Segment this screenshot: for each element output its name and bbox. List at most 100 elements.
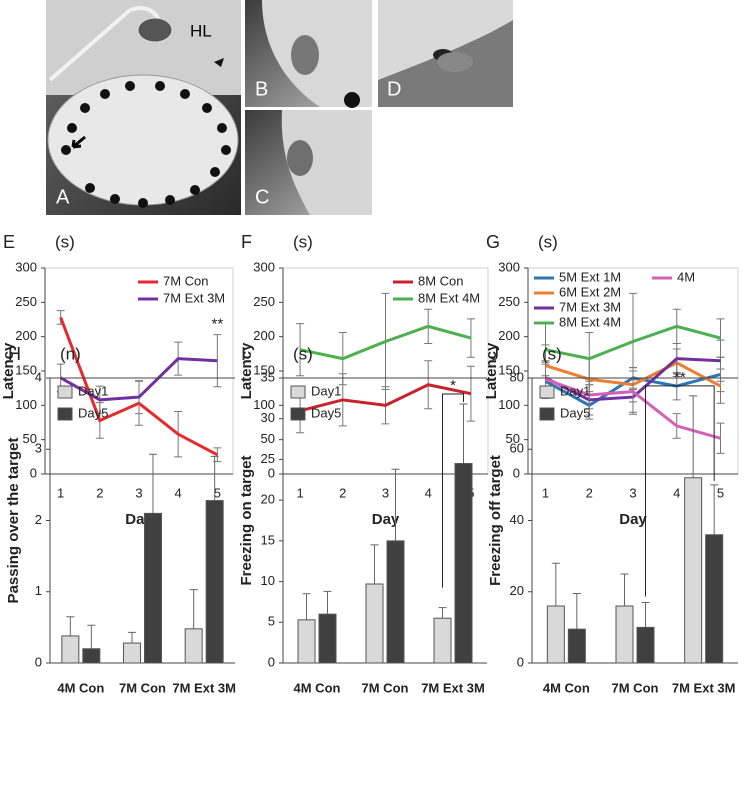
significance: ** <box>674 369 686 386</box>
y-tick-label: 2 <box>35 512 42 527</box>
error-bar <box>210 455 219 501</box>
x-tick-label: 1 <box>296 485 303 500</box>
x-tick-label: 4M Con <box>294 680 341 695</box>
y-tick-label: 3 <box>35 441 42 456</box>
lamp-label: HL <box>190 21 212 40</box>
x-tick-label: 7M Con <box>119 680 166 695</box>
bar <box>205 500 224 664</box>
x-tick-label: 3 <box>135 485 142 500</box>
error-bar <box>128 631 136 644</box>
error-bar <box>459 403 468 464</box>
legend-swatch <box>290 385 306 399</box>
bar <box>61 635 80 664</box>
significance: ** <box>211 316 223 333</box>
y-tick-label: 100 <box>15 397 37 412</box>
panel-label: F <box>241 232 252 252</box>
bar <box>454 463 473 664</box>
x-tick-label: 7M Ext 3M <box>672 680 736 695</box>
y-tick-label: 50 <box>23 431 37 446</box>
x-tick-label: 1 <box>57 485 64 500</box>
bar <box>318 613 337 664</box>
photo-label: D <box>387 78 401 100</box>
bar <box>546 605 565 664</box>
legend-label: 4M <box>677 269 695 284</box>
error-bar <box>189 589 198 629</box>
x-tick-label: 4M Con <box>57 680 104 695</box>
y-tick-label: 60 <box>510 441 524 456</box>
y-tick-label: 50 <box>506 431 520 446</box>
series-line <box>299 324 472 361</box>
unit-label: (n) <box>60 344 81 363</box>
x-tick-label: 2 <box>586 485 593 500</box>
significance: * <box>450 377 456 394</box>
y-tick-label: 20 <box>261 492 275 507</box>
series-line <box>299 383 472 413</box>
x-tick-label: 4 <box>673 485 680 500</box>
y-axis-label: Latency <box>483 342 500 399</box>
y-tick-label: 1 <box>35 583 42 598</box>
error-bar <box>551 562 560 606</box>
y-tick-label: 250 <box>253 294 275 309</box>
error-bar <box>689 395 698 478</box>
photo-a <box>46 0 241 215</box>
legend-swatch <box>290 407 306 421</box>
unit-label: (s) <box>293 232 313 251</box>
y-tick-label: 80 <box>510 369 524 384</box>
y-tick-label: 35 <box>261 369 275 384</box>
unit-label: (s) <box>542 344 562 363</box>
y-tick-label: 50 <box>261 431 275 446</box>
legend-label: Day1 <box>311 383 341 398</box>
x-tick-label: 3 <box>629 485 636 500</box>
bar <box>705 534 724 664</box>
y-tick-label: 0 <box>268 654 275 669</box>
legend-label: 5M Ext 1M <box>559 269 621 284</box>
y-tick-label: 100 <box>253 397 275 412</box>
unit-label: (s) <box>538 232 558 251</box>
x-tick-label: 2 <box>339 485 346 500</box>
y-tick-label: 300 <box>498 259 520 274</box>
legend-label: 6M Ext 2M <box>559 284 621 299</box>
error-bar <box>438 607 447 619</box>
y-tick-label: 300 <box>253 259 275 274</box>
photo-label: B <box>255 78 268 100</box>
series-line <box>545 324 721 361</box>
error-bar <box>641 601 650 628</box>
legend-label: Day5 <box>78 405 108 420</box>
x-tick-label: 5 <box>717 485 724 500</box>
error-bar <box>149 453 157 514</box>
unit-label: (s) <box>55 232 75 251</box>
y-axis-label: Freezing off target <box>487 455 504 586</box>
x-tick-label: 4M Con <box>543 680 590 695</box>
x-tick-label: 1 <box>542 485 549 500</box>
y-tick-label: 0 <box>268 465 275 480</box>
error-bar <box>87 624 96 649</box>
y-axis-label: Passing over the target <box>5 438 22 604</box>
bar <box>184 628 203 664</box>
y-tick-label: 25 <box>261 451 275 466</box>
y-tick-label: 200 <box>498 328 520 343</box>
unit-label: (s) <box>293 344 313 363</box>
bar <box>123 642 141 664</box>
error-bar <box>620 573 629 606</box>
x-tick-label: 7M Con <box>612 680 659 695</box>
y-tick-label: 0 <box>30 465 37 480</box>
error-bar <box>710 484 719 535</box>
y-tick-label: 15 <box>261 532 275 547</box>
panel-label: G <box>486 232 500 252</box>
y-tick-label: 5 <box>268 614 275 629</box>
bar <box>636 626 655 664</box>
bar <box>433 617 452 664</box>
legend-label: 8M Ext 4M <box>559 314 621 329</box>
photo-label: A <box>56 186 70 208</box>
x-tick-label: 7M Ext 3M <box>172 680 236 695</box>
legend-label: Day1 <box>560 383 590 398</box>
bar <box>82 648 101 664</box>
panel-label: J <box>490 344 499 364</box>
legend-label: Day5 <box>560 405 590 420</box>
y-axis-label: Latency <box>238 342 255 399</box>
y-tick-label: 250 <box>15 294 37 309</box>
legend-swatch <box>539 407 555 421</box>
y-axis-label: Latency <box>0 342 17 399</box>
